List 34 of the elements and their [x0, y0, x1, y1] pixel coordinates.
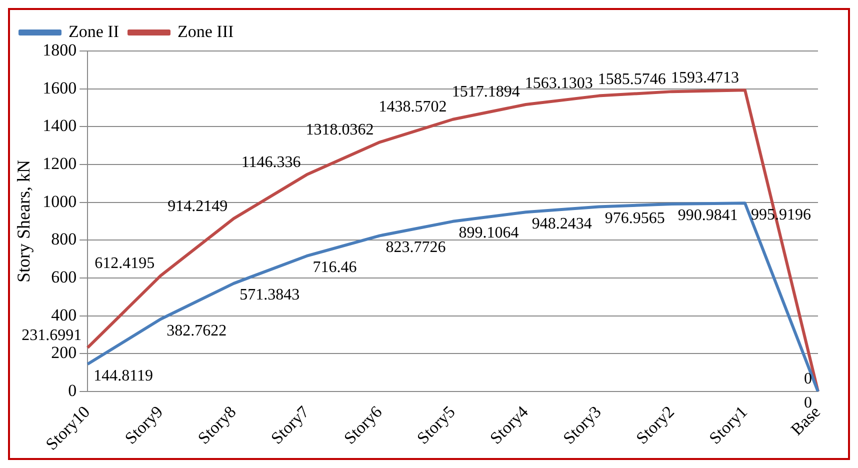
y-tick-label: 1200 — [42, 154, 77, 173]
y-tick-label: 400 — [51, 305, 77, 324]
y-tick-label: 800 — [51, 230, 77, 249]
data-label: 1318.0362 — [306, 121, 374, 138]
data-label: 1563.1303 — [524, 75, 593, 92]
data-label: 571.3843 — [240, 286, 300, 304]
y-tick-label: 1600 — [42, 78, 77, 98]
data-label: 1593.4713 — [670, 69, 739, 86]
data-label: 1438.5702 — [378, 98, 447, 116]
data-label: 144.8119 — [94, 367, 154, 384]
data-label: 899.1064 — [458, 224, 519, 242]
data-label: 1585.5746 — [598, 70, 666, 88]
data-label: 976.9565 — [604, 210, 665, 227]
data-label: 1517.1894 — [452, 84, 520, 101]
data-label: 1146.336 — [241, 154, 301, 171]
y-tick-label: 1800 — [42, 40, 77, 60]
data-label: 716.46 — [312, 259, 357, 276]
data-label: 382.7622 — [166, 322, 227, 340]
y-tick-label: 200 — [51, 343, 77, 362]
data-label: 990.9841 — [678, 207, 738, 224]
y-axis-title: Story Shears, kN — [14, 160, 34, 283]
y-tick-label: 1000 — [42, 192, 77, 211]
y-tick-label: 1400 — [42, 116, 77, 136]
data-label: 0 — [804, 394, 812, 412]
data-label: 0 — [804, 370, 812, 388]
data-label: 914.2149 — [168, 198, 228, 215]
data-label: 948.2434 — [532, 215, 592, 232]
y-tick-label: 0 — [68, 380, 77, 400]
legend-label: Zone II — [68, 22, 120, 41]
data-label: 231.6991 — [22, 326, 82, 344]
data-label: 823.7726 — [386, 238, 446, 256]
data-label: 612.4195 — [94, 254, 155, 272]
y-tick-label: 600 — [51, 267, 77, 286]
legend-label: Zone III — [178, 22, 234, 41]
